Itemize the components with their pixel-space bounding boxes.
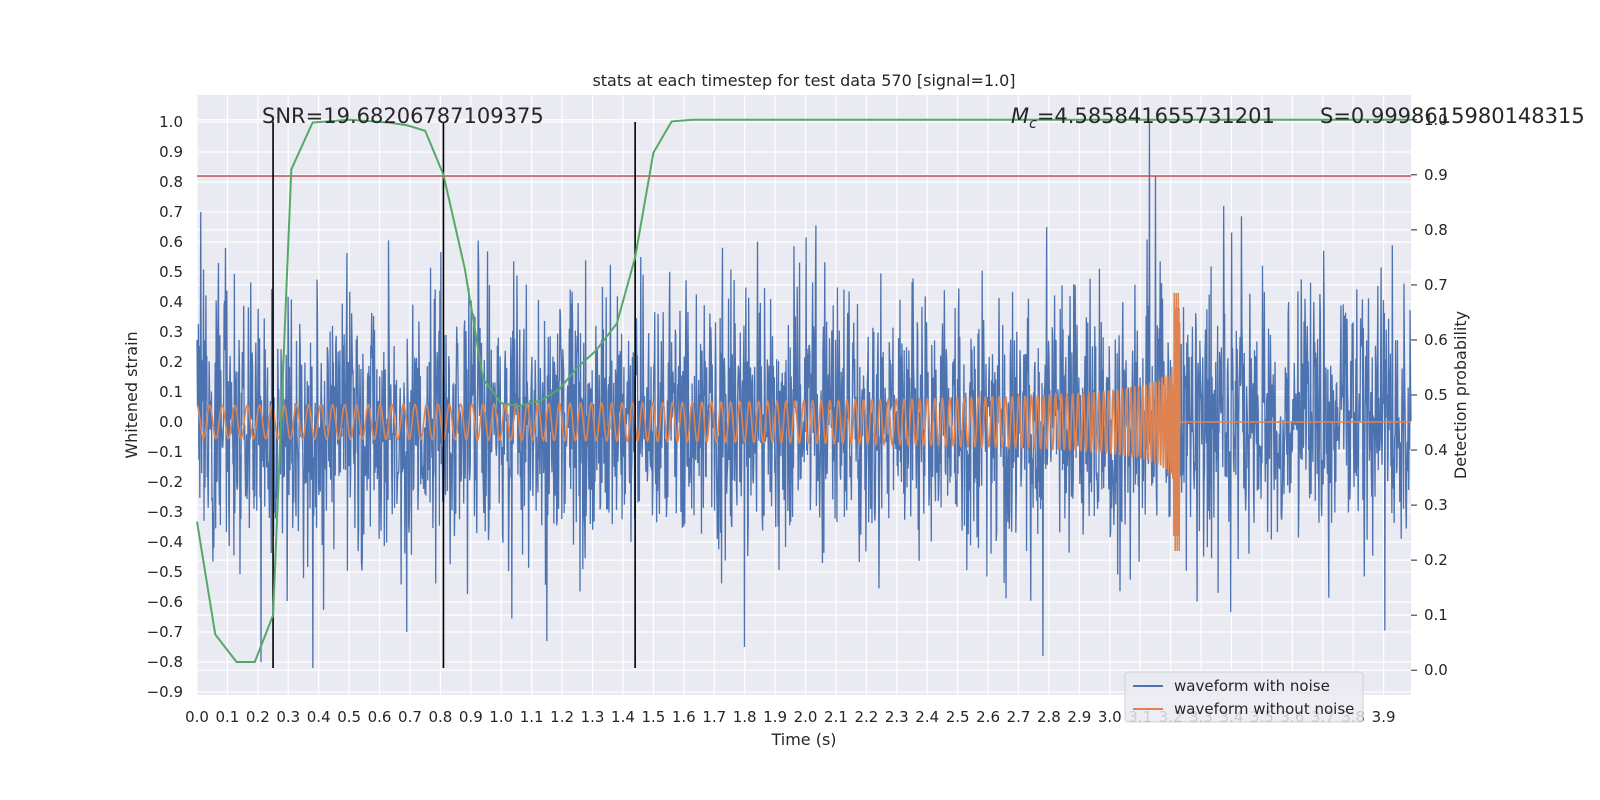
x-tick-label: 0.7 — [398, 708, 422, 726]
vertical-lines — [272, 122, 636, 668]
y-axis-right-ticks: 0.0 0.1 0.2 0.3 0.4 0.5 0.6 0.7 0.8 0.9 1.0 — [1411, 111, 1448, 679]
x-axis-label: Time (s) — [770, 730, 836, 749]
x-tick-label: 0.6 — [368, 708, 392, 726]
x-tick-label: 2.8 — [1037, 708, 1061, 726]
y-right-tick-label: 0.0 — [1424, 661, 1448, 679]
series-detection-probability — [196, 118, 1411, 663]
y-left-tick-label: 0.1 — [159, 383, 183, 401]
x-tick-label: 1.5 — [641, 708, 665, 726]
series-waveform-without-noise — [196, 292, 1411, 552]
x-tick-label: 2.7 — [1007, 708, 1031, 726]
y-right-tick-label: 0.6 — [1424, 331, 1448, 349]
x-tick-label: 1.8 — [733, 708, 757, 726]
y-left-tick-label: 0.7 — [159, 203, 183, 221]
chirp-mass-value: =4.585841655731201 — [1037, 104, 1275, 128]
y-axis-left-ticks: −0.9 −0.8 −0.7 −0.6 −0.5 −0.4 −0.3 −0.2 −0.1 0.0 0… — [147, 113, 183, 701]
x-tick-label: 0.9 — [459, 708, 483, 726]
y-right-tick-label: 0.9 — [1424, 166, 1448, 184]
x-tick-label: 0.1 — [215, 708, 239, 726]
legend-label-clean: waveform without noise — [1174, 700, 1354, 718]
snr-annotation: SNR=19.68206787109375 — [262, 104, 544, 128]
legend-label-noise: waveform with noise — [1174, 677, 1330, 695]
x-tick-label: 0.8 — [428, 708, 452, 726]
x-tick-label: 1.6 — [672, 708, 696, 726]
x-tick-label: 1.7 — [702, 708, 726, 726]
x-tick-label: 1.9 — [763, 708, 787, 726]
x-tick-label: 1.1 — [520, 708, 544, 726]
x-tick-label: 1.2 — [550, 708, 574, 726]
y-left-tick-label: 0.6 — [159, 233, 183, 251]
x-tick-label: 2.5 — [946, 708, 970, 726]
chirp-mass-subscript: c — [1029, 116, 1037, 132]
y-left-tick-label: 1.0 — [159, 113, 183, 131]
y-left-tick-label: 0.0 — [159, 413, 183, 431]
x-tick-label: 0.2 — [246, 708, 270, 726]
x-tick-label: 2.4 — [915, 708, 939, 726]
y-right-tick-label: 0.1 — [1424, 606, 1448, 624]
y-left-tick-label: −0.1 — [147, 443, 183, 461]
y-right-tick-label: 0.4 — [1424, 441, 1448, 459]
x-tick-label: 1.4 — [611, 708, 635, 726]
y-left-tick-label: −0.8 — [147, 653, 183, 671]
x-tick-label: 2.9 — [1067, 708, 1091, 726]
y-left-tick-label: −0.6 — [147, 593, 183, 611]
chirp-mass-symbol: M — [1011, 104, 1029, 128]
y-left-tick-label: −0.9 — [147, 683, 183, 701]
y-left-tick-label: 0.2 — [159, 353, 183, 371]
x-tick-label: 2.3 — [885, 708, 909, 726]
legend-box — [1124, 671, 1364, 723]
y-right-tick-label: 1.0 — [1424, 111, 1448, 129]
y-right-tick-label: 0.2 — [1424, 551, 1448, 569]
x-tick-label: 1.0 — [489, 708, 513, 726]
y-left-tick-label: −0.2 — [147, 473, 183, 491]
chirp-mass-annotation: Mc=4.585841655731201 — [1011, 104, 1275, 132]
s-annotation: S=0.9998615980148315 — [1320, 104, 1585, 128]
y-left-tick-label: 0.4 — [159, 293, 183, 311]
y-axis-right-label: Detection probability — [1451, 311, 1470, 479]
x-tick-label: 1.3 — [581, 708, 605, 726]
y-left-tick-label: −0.5 — [147, 563, 183, 581]
series-waveform-with-noise — [196, 121, 1412, 669]
y-left-tick-label: 0.5 — [159, 263, 183, 281]
x-tick-label: 0.0 — [185, 708, 209, 726]
x-tick-label: 0.5 — [337, 708, 361, 726]
x-tick-label: 2.2 — [854, 708, 878, 726]
y-left-tick-label: −0.3 — [147, 503, 183, 521]
y-left-tick-label: −0.7 — [147, 623, 183, 641]
x-tick-label: 3.9 — [1372, 708, 1396, 726]
x-tick-label: 2.0 — [794, 708, 818, 726]
x-tick-label: 2.6 — [976, 708, 1000, 726]
y-left-tick-label: −0.4 — [147, 533, 183, 551]
chart-title: stats at each timestep for test data 570… — [592, 71, 1015, 90]
y-left-tick-label: 0.8 — [159, 173, 183, 191]
y-left-tick-label: 0.9 — [159, 143, 183, 161]
legend: waveform with noise waveform without noi… — [1124, 671, 1364, 723]
y-right-tick-label: 0.3 — [1424, 496, 1448, 514]
y-right-tick-label: 0.5 — [1424, 386, 1448, 404]
x-tick-label: 3.0 — [1098, 708, 1122, 726]
x-tick-label: 0.3 — [276, 708, 300, 726]
x-tick-label: 0.4 — [307, 708, 331, 726]
y-right-tick-label: 0.7 — [1424, 276, 1448, 294]
x-tick-label: 2.1 — [824, 708, 848, 726]
y-right-tick-label: 0.8 — [1424, 221, 1448, 239]
y-axis-left-label: Whitened strain — [122, 331, 141, 458]
y-left-tick-label: 0.3 — [159, 323, 183, 341]
